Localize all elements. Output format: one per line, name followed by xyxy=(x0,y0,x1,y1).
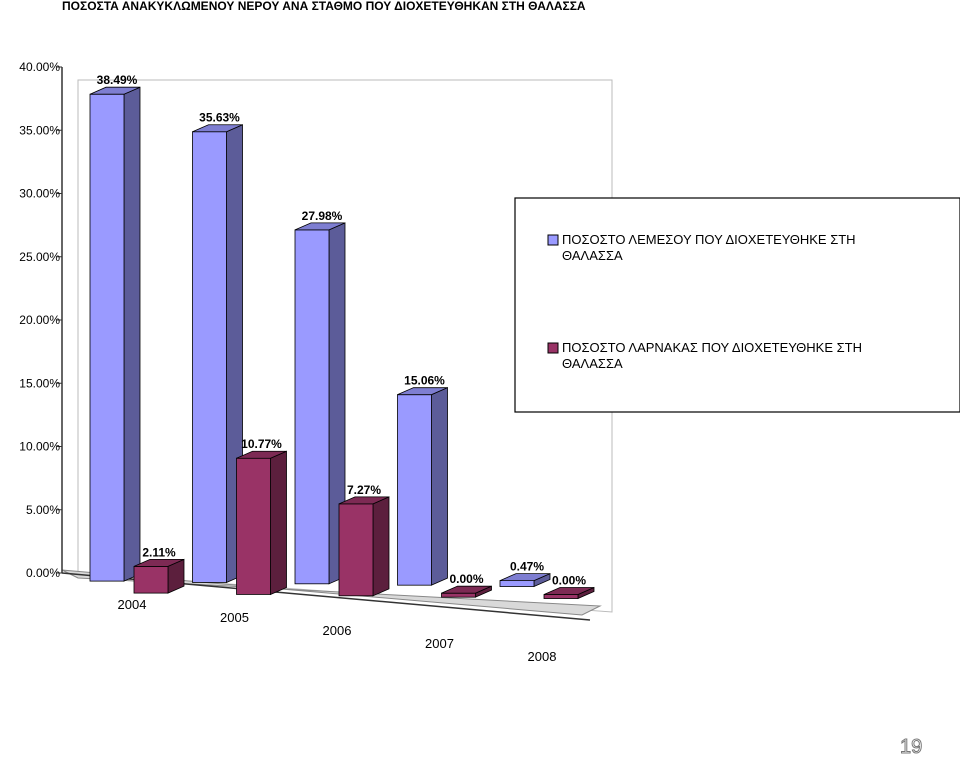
y-tick-label: 25.00% xyxy=(19,250,60,264)
bar-larnaca-2006 xyxy=(338,496,390,597)
page-number: 19 xyxy=(899,736,923,759)
y-tick-label: 35.00% xyxy=(19,123,60,137)
bar-larnaca-2005 xyxy=(236,450,287,596)
floor xyxy=(61,569,602,616)
chart-title: ΠΟΣΟΣΤΑ ΑΝΑΚΥΚΛΩΜΕΝΟΥ ΝΕΡΟΥ ΑΝΑ ΣΤΑΘΜΟ Π… xyxy=(62,0,586,13)
data-label-limassol: 35.63% xyxy=(199,111,240,125)
legend-label: ΘΑΛΑΣΣΑ xyxy=(562,356,623,371)
y-tick-label: 15.00% xyxy=(19,376,60,390)
x-category-label: 2004 xyxy=(118,597,147,612)
data-label-limassol: 15.06% xyxy=(404,374,445,388)
bar-larnaca-2007 xyxy=(441,585,492,598)
x-category-label: 2006 xyxy=(323,623,352,638)
legend-swatch xyxy=(547,234,559,246)
legend-label: ΘΑΛΑΣΣΑ xyxy=(562,248,623,263)
data-label-larnaca: 7.27% xyxy=(347,483,381,497)
bar-larnaca-2008 xyxy=(543,586,595,600)
data-labels: 38.49% 2.11% 35.63% 10.77% 27.98% 7.27% 15.06%… xyxy=(97,73,587,587)
data-label-larnaca: 10.77% xyxy=(241,437,282,451)
legend-swatch xyxy=(547,342,559,354)
chart-walls xyxy=(61,79,613,621)
x-category-label: 2005 xyxy=(220,610,249,625)
back-wall xyxy=(77,79,613,613)
legend: ΠΟΣΟΣΤΟ ΛΕΜΕΣΟΥ ΠΟΥ ΔΙΟΧΕΤΕΥΘΗΚΕ ΣΤΗΘΑΛΑ… xyxy=(514,197,960,413)
legend-box xyxy=(514,197,960,413)
data-label-larnaca: 0.00% xyxy=(449,572,483,586)
y-tick-label: 5.00% xyxy=(26,503,60,517)
x-axis-categories: 2004 2005 2006 2007 2008 xyxy=(118,597,557,664)
data-label-limassol: 0.47% xyxy=(510,560,544,574)
data-label-limassol: 27.98% xyxy=(302,209,343,223)
data-label-larnaca: 0.00% xyxy=(552,574,586,588)
y-tick-label: 30.00% xyxy=(19,187,60,201)
y-tick-label: 20.00% xyxy=(19,313,60,327)
bar-limassol-2004 xyxy=(89,86,141,582)
y-axis: 0.00% 5.00% 10.00% 15.00% 20.00% 25.00% 30.00%… xyxy=(19,60,63,580)
legend-label: ΠΟΣΟΣΤΟ ΛΕΜΕΣΟΥ ΠΟΥ ΔΙΟΧΕΤΕΥΘΗΚΕ ΣΤΗ xyxy=(562,232,856,247)
bar-limassol-2008 xyxy=(499,572,551,588)
data-label-larnaca: 2.11% xyxy=(142,545,176,559)
x-category-label: 2007 xyxy=(425,636,454,651)
x-category-label: 2008 xyxy=(528,649,557,664)
y-tick-label: 10.00% xyxy=(19,440,60,454)
y-tick-label: 40.00% xyxy=(19,60,60,74)
bar-limassol-2006 xyxy=(294,222,346,585)
data-label-limassol: 38.49% xyxy=(97,73,138,87)
bar-larnaca-2004 xyxy=(133,558,185,594)
bar-limassol-2007 xyxy=(397,387,448,586)
legend-label: ΠΟΣΟΣΤΟ ΛΑΡΝΑΚΑΣ ΠΟΥ ΔΙΟΧΕΤΕΥΘΗΚΕ ΣΤΗ xyxy=(562,340,862,355)
y-tick-label: 0.00% xyxy=(26,566,60,580)
bar-limassol-2005 xyxy=(192,124,243,584)
bars xyxy=(89,86,595,600)
